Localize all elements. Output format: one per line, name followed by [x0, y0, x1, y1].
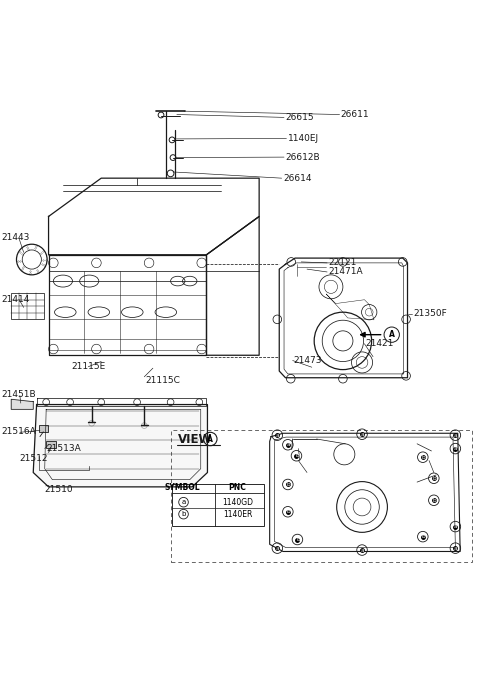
Text: b: b: [421, 455, 425, 460]
Text: 1140EJ: 1140EJ: [288, 134, 319, 143]
Text: 21115C: 21115C: [145, 376, 180, 385]
Text: SYMBOL: SYMBOL: [165, 483, 200, 492]
Text: 26614: 26614: [283, 174, 312, 183]
Text: b: b: [287, 482, 290, 487]
Text: VIEW: VIEW: [178, 433, 212, 445]
Text: 21516A: 21516A: [1, 427, 36, 437]
Text: b: b: [287, 509, 290, 515]
Text: PNC: PNC: [228, 483, 247, 492]
Text: a: a: [181, 499, 186, 505]
Text: 21512: 21512: [19, 454, 48, 462]
Text: 21115E: 21115E: [72, 362, 106, 371]
Text: 1140ER: 1140ER: [223, 510, 252, 519]
Text: a: a: [276, 433, 280, 437]
Circle shape: [89, 420, 95, 426]
Text: 21414: 21414: [1, 294, 30, 304]
Text: 26611: 26611: [340, 110, 369, 119]
Text: 26615: 26615: [286, 113, 314, 122]
Text: a: a: [454, 546, 457, 550]
Text: b: b: [421, 534, 425, 539]
Text: 21421: 21421: [365, 338, 394, 348]
Text: a: a: [454, 446, 457, 451]
Text: a: a: [287, 442, 290, 447]
Circle shape: [142, 422, 147, 429]
Bar: [170, 431, 472, 563]
Text: 26612B: 26612B: [286, 152, 320, 162]
Text: 21513A: 21513A: [46, 444, 81, 453]
Text: 21443: 21443: [1, 234, 30, 242]
Circle shape: [170, 155, 176, 160]
Text: 21451B: 21451B: [1, 391, 36, 399]
Text: 1140GD: 1140GD: [222, 498, 253, 506]
Polygon shape: [33, 405, 207, 487]
Text: 22121: 22121: [328, 259, 357, 267]
Text: A: A: [389, 330, 395, 339]
Text: b: b: [296, 537, 300, 542]
Text: b: b: [432, 498, 436, 503]
Text: a: a: [360, 548, 364, 552]
Circle shape: [158, 112, 164, 118]
Text: a: a: [454, 524, 457, 529]
Circle shape: [169, 137, 175, 143]
Bar: [172, 484, 264, 526]
Text: a: a: [454, 433, 457, 437]
Text: 21473: 21473: [294, 355, 322, 364]
Polygon shape: [11, 399, 33, 410]
Circle shape: [167, 170, 174, 177]
Text: 21350F: 21350F: [413, 309, 447, 318]
Text: b: b: [295, 454, 299, 458]
Text: 21471A: 21471A: [328, 267, 363, 276]
Text: b: b: [181, 511, 186, 517]
Bar: [11, 293, 44, 320]
Text: 21510: 21510: [45, 485, 73, 494]
Text: a: a: [360, 432, 364, 437]
Bar: [46, 441, 56, 447]
Text: a: a: [276, 546, 280, 550]
Bar: [39, 424, 48, 432]
Text: A: A: [207, 435, 213, 443]
Text: b: b: [432, 476, 436, 481]
